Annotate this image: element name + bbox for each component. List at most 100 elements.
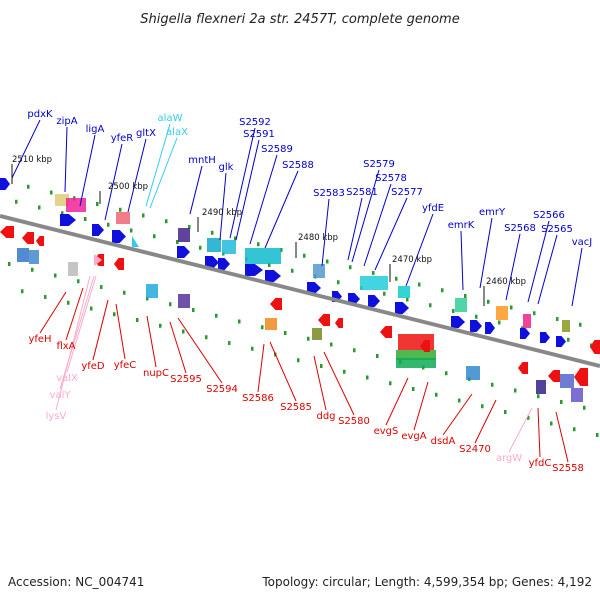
ruler-tick [343, 369, 346, 374]
ruler-tick [297, 358, 300, 363]
leader-line [537, 234, 558, 305]
map-title: Shigella flexneri 2a str. 2457T, complet… [140, 12, 459, 27]
upper-gene-label: emrY [479, 207, 506, 218]
accession: Accession: NC_004741 [8, 575, 144, 589]
ruler-tick [107, 222, 110, 227]
upper-gene-label: glk [219, 162, 234, 173]
leader-line [229, 127, 256, 239]
gene-arrow [420, 340, 430, 352]
lower-gene-label: yfeD [81, 361, 105, 372]
ruler-tick [372, 271, 375, 275]
leader-line [363, 183, 392, 267]
lower-gene-label: lysV [46, 411, 67, 422]
lower-gene-label: nupC [143, 368, 169, 379]
ruler-tick [27, 184, 30, 189]
gene-block [55, 194, 69, 206]
leader-line [169, 321, 187, 374]
ruler-tick [15, 199, 18, 204]
ruler-tick [176, 240, 179, 244]
ruler-tick [510, 305, 513, 310]
upper-gene-label: S2566 [533, 210, 565, 221]
ruler-tick [61, 211, 64, 216]
feature-blocks [0, 178, 600, 402]
gene-arrow [451, 316, 465, 328]
leader-line [442, 393, 473, 436]
ruler-ticks [4, 179, 599, 437]
gene-arrow [318, 314, 330, 326]
upper-gene-label: S2592 [239, 117, 271, 128]
leader-line [351, 169, 380, 263]
ruler-tick [136, 318, 139, 322]
leader-line [66, 275, 97, 373]
ruler-tick [146, 296, 149, 301]
ruler-tick [268, 263, 271, 267]
leader-line [527, 220, 550, 303]
upper-gene-label: gltX [136, 128, 156, 139]
ruler-tick [583, 405, 586, 410]
genome-backbone [0, 214, 600, 368]
gene-arrow [0, 178, 10, 190]
leader-line [235, 139, 260, 241]
gene-arrow [245, 264, 263, 276]
rna-marker [94, 254, 102, 266]
leader-line [508, 407, 533, 453]
ruler-tick [8, 262, 11, 266]
upper-gene-label: ligA [86, 124, 105, 135]
leader-line [474, 399, 497, 444]
upper-gene-label: zipA [56, 116, 77, 127]
kbp-label: 2480 kbp [298, 233, 338, 243]
gene-block [29, 250, 39, 264]
ruler-tick [579, 322, 582, 327]
ruler-tick [50, 190, 53, 195]
ruler-tick [560, 400, 563, 404]
gene-arrow [114, 258, 124, 270]
upper-gene-label: emrK [448, 220, 475, 231]
ruler-tick [412, 387, 415, 391]
lower-gene-label: S2586 [242, 393, 274, 404]
ruler-tick [31, 267, 34, 272]
leader-line [177, 317, 223, 384]
gene-block [396, 350, 436, 360]
ruler-tick [481, 404, 484, 409]
gene-arrow [380, 326, 392, 338]
gene-arrow [518, 362, 528, 374]
gene-arrow [590, 340, 600, 354]
upper-gene-label: alaW [158, 113, 183, 124]
upper-gene-label: S2581 [346, 187, 378, 198]
gene-block [116, 212, 130, 224]
upper-gene-label: S2588 [282, 160, 314, 171]
gene-block [17, 248, 29, 262]
gene-block [455, 298, 467, 312]
ruler-tick [257, 242, 260, 247]
ruler-tick [215, 313, 218, 318]
gene-block [496, 306, 508, 320]
leader-line [219, 172, 227, 241]
leader-line [323, 351, 355, 416]
lower-gene-label: S2558 [552, 463, 584, 474]
ruler-tick [199, 245, 202, 250]
ruler-tick [54, 273, 57, 278]
gene-arrow [395, 302, 409, 314]
leader-line [39, 291, 67, 334]
ruler-tick [514, 388, 517, 393]
ruler-tick [211, 230, 214, 235]
ruler-tick [77, 279, 80, 284]
ruler-tick [452, 309, 455, 313]
gene-arrow [92, 224, 104, 236]
gene-arrow [112, 230, 126, 243]
lower-gene-label: S2470 [459, 444, 491, 455]
leader-line [64, 126, 68, 193]
gene-block [466, 366, 480, 380]
ruler-tick [182, 329, 185, 334]
ruler-tick [153, 234, 156, 239]
upper-gene-label: alaX [166, 127, 188, 138]
gene-arrow [265, 270, 281, 282]
leader-line [104, 143, 123, 221]
gene-block [178, 228, 190, 242]
ruler-tick [326, 259, 329, 264]
ruler-tick [537, 394, 540, 399]
leader-line [11, 119, 41, 179]
gene-block [265, 318, 277, 330]
kbp-label: 2460 kbp [486, 277, 526, 287]
